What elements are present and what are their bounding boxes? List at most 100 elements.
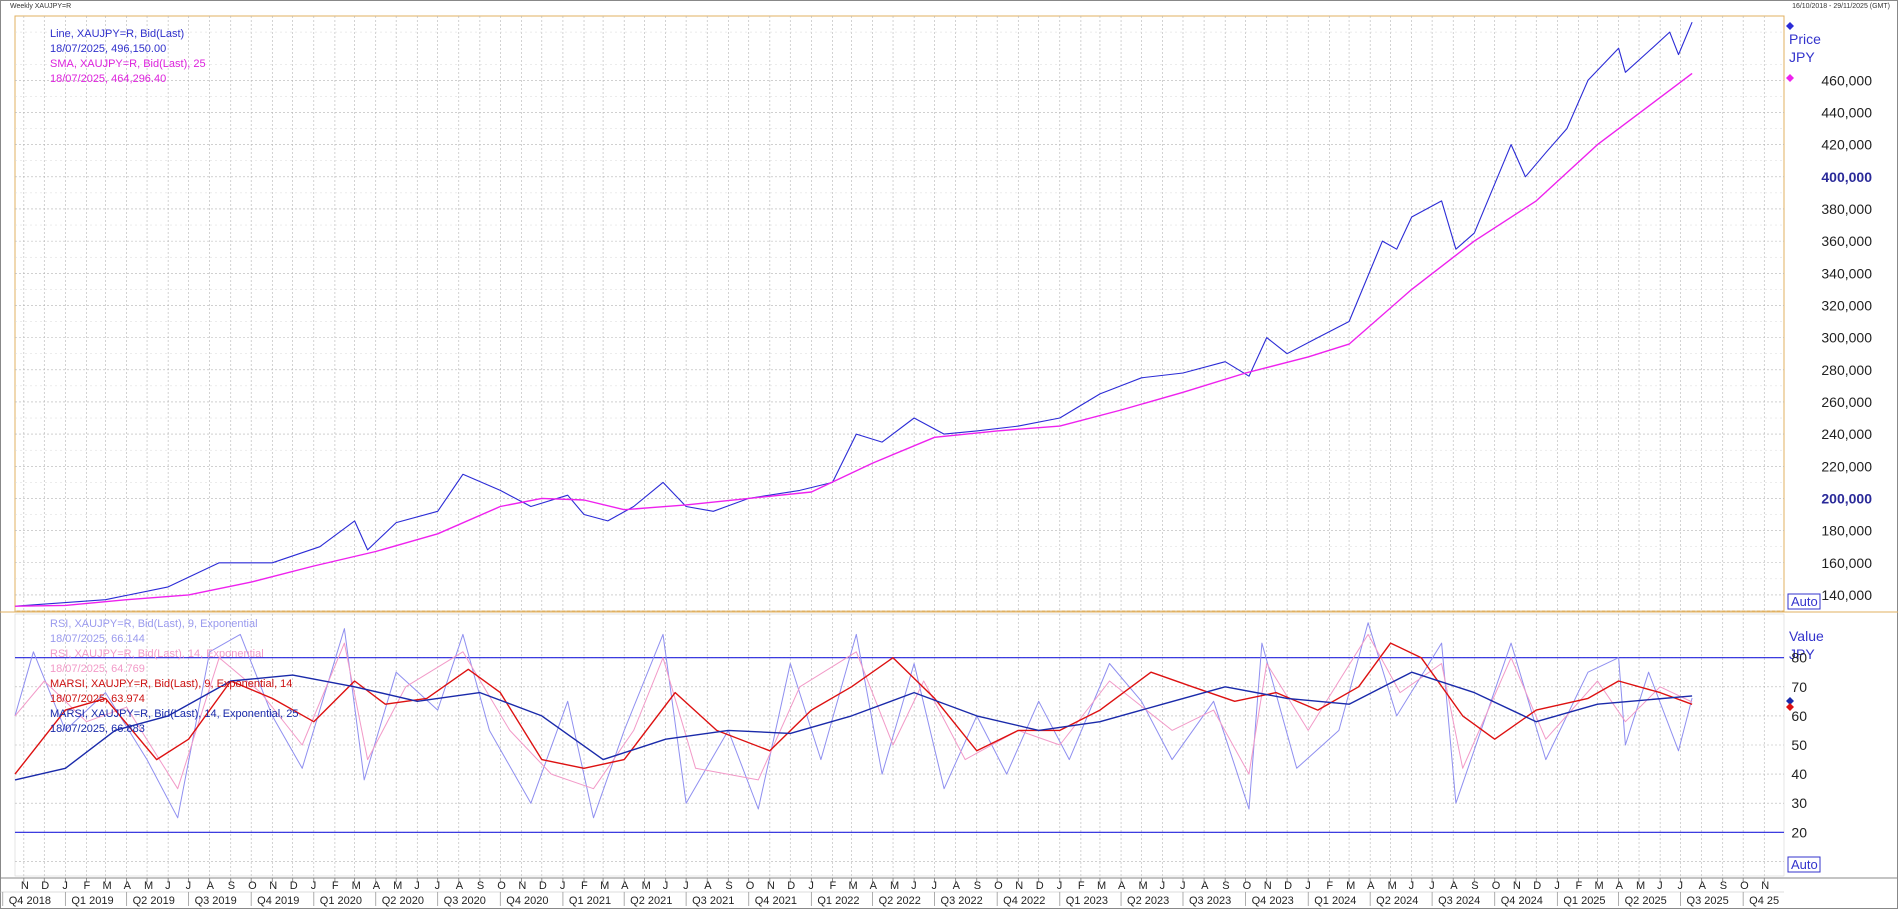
value-auto-button[interactable]: Auto (1787, 856, 1821, 873)
value-legend-entry: RSI, XAUJPY=R, Bid(Last), 14, Exponentia… (50, 648, 264, 660)
price-marker-icon (1786, 22, 1794, 30)
x-month-label: A (1118, 880, 1126, 892)
x-month-label: J (932, 880, 938, 892)
x-month-label: D (290, 880, 298, 892)
x-axis-quarters: Q4 2018 Q1 2019 Q2 2019 Q3 2019 Q4 2019 Q1 20… (2, 892, 1779, 907)
price-auto-label: Auto (1791, 594, 1818, 609)
x-quarter-label: Q1 2021 (569, 895, 611, 907)
x-month-label: S (477, 880, 484, 892)
x-month-label: A (953, 880, 961, 892)
value-legend-entry: 18/07/2025, 64.769 (50, 663, 145, 675)
marsi14-line-series (14, 671, 1693, 781)
price-grid (15, 16, 1784, 612)
x-month-label: D (41, 880, 49, 892)
x-month-label: J (683, 880, 689, 892)
x-month-label: N (1015, 880, 1023, 892)
x-month-label: S (1720, 880, 1727, 892)
price-tick-label: 220,000 (1821, 458, 1872, 474)
x-month-label: J (165, 880, 171, 892)
x-quarter-label: Q4 2021 (755, 895, 797, 907)
x-month-label: F (1326, 880, 1333, 892)
price-tick-label: 300,000 (1821, 330, 1872, 346)
x-month-label: A (1699, 880, 1707, 892)
x-month-label: M (103, 880, 112, 892)
price-tick-label: 400,000 (1821, 169, 1872, 185)
x-month-label: S (228, 880, 235, 892)
x-quarter-label: Q3 2022 (941, 895, 983, 907)
price-legend-entry: 18/07/2025, 496,150.00 (50, 43, 166, 55)
x-month-label: M (642, 880, 651, 892)
x-quarter-label: Q3 2024 (1438, 895, 1480, 907)
x-month-label: M (1138, 880, 1147, 892)
x-quarter-label: Q3 2025 (1687, 895, 1729, 907)
price-auto-button[interactable]: Auto (1787, 593, 1821, 610)
x-month-label: N (767, 880, 775, 892)
sma-line-series (14, 72, 1693, 607)
x-quarter-label: Q2 2024 (1376, 895, 1418, 907)
x-month-label: N (269, 880, 277, 892)
x-quarter-label: Q3 2019 (195, 895, 237, 907)
x-month-label: N (1264, 880, 1272, 892)
x-quarter-label: Q4 2024 (1501, 895, 1543, 907)
x-month-label: M (1595, 880, 1604, 892)
x-month-label: F (332, 880, 339, 892)
price-tick-label: 260,000 (1821, 394, 1872, 410)
x-month-label: O (746, 880, 755, 892)
marsi14-marker-icon (1786, 697, 1794, 705)
price-panel-frame (14, 15, 1785, 612)
x-month-label: S (1222, 880, 1229, 892)
x-month-label: D (1533, 880, 1541, 892)
chart-header-left: Weekly XAUJPY=R (10, 3, 71, 10)
x-month-label: A (124, 880, 132, 892)
value-grid (15, 614, 1784, 876)
value-axis-title: Value (1789, 628, 1824, 644)
x-month-label: O (1740, 880, 1749, 892)
x-month-label: N (21, 880, 29, 892)
x-month-label: A (1367, 880, 1375, 892)
value-legend-entry: MARSI, XAUJPY=R, Bid(Last), 9, Exponenti… (50, 678, 292, 690)
value-axis-unit: JPY (1789, 646, 1815, 662)
x-month-label: F (581, 880, 588, 892)
x-month-label: S (725, 880, 732, 892)
x-month-label: S (974, 880, 981, 892)
price-tick-label: 360,000 (1821, 233, 1872, 249)
x-quarter-label: Q2 2021 (630, 895, 672, 907)
x-month-label: O (497, 880, 506, 892)
x-month-label: J (435, 880, 441, 892)
value-legend-entry: 18/07/2025, 66.144 (50, 633, 145, 645)
x-month-label: M (352, 880, 361, 892)
x-month-label: A (373, 880, 381, 892)
x-month-label: D (539, 880, 547, 892)
rsi14-line-series (14, 633, 1693, 790)
x-quarter-label: Q4 2020 (506, 895, 548, 907)
x-month-label: J (414, 880, 420, 892)
x-month-label: J (1678, 880, 1684, 892)
price-series-group (14, 21, 1693, 607)
x-month-label: M (849, 880, 858, 892)
x-month-label: A (621, 880, 629, 892)
x-month-label: O (1492, 880, 1501, 892)
x-quarter-label: Q1 2024 (1314, 895, 1356, 907)
marsi9-line-series (14, 642, 1693, 775)
x-quarter-label: Q4 2023 (1252, 895, 1294, 907)
x-month-label: M (600, 880, 609, 892)
x-month-label: J (1554, 880, 1560, 892)
x-month-label: J (1657, 880, 1663, 892)
price-axis-unit: JPY (1789, 49, 1815, 65)
x-month-label: A (1450, 880, 1458, 892)
x-month-label: F (1078, 880, 1085, 892)
value-legend-entry: 18/07/2025, 66.883 (50, 723, 145, 735)
x-month-label: J (1180, 880, 1186, 892)
value-series-group (14, 622, 1693, 819)
x-month-label: O (1243, 880, 1252, 892)
x-month-label: M (1097, 880, 1106, 892)
price-tick-label: 460,000 (1821, 72, 1872, 88)
x-month-label: M (1636, 880, 1645, 892)
price-tick-label: 160,000 (1821, 555, 1872, 571)
price-tick-label: 280,000 (1821, 362, 1872, 378)
value-tick-label: 50 (1791, 737, 1807, 753)
x-month-label: A (1616, 880, 1624, 892)
price-tick-label: 440,000 (1821, 104, 1872, 120)
x-month-label: F (1575, 880, 1582, 892)
